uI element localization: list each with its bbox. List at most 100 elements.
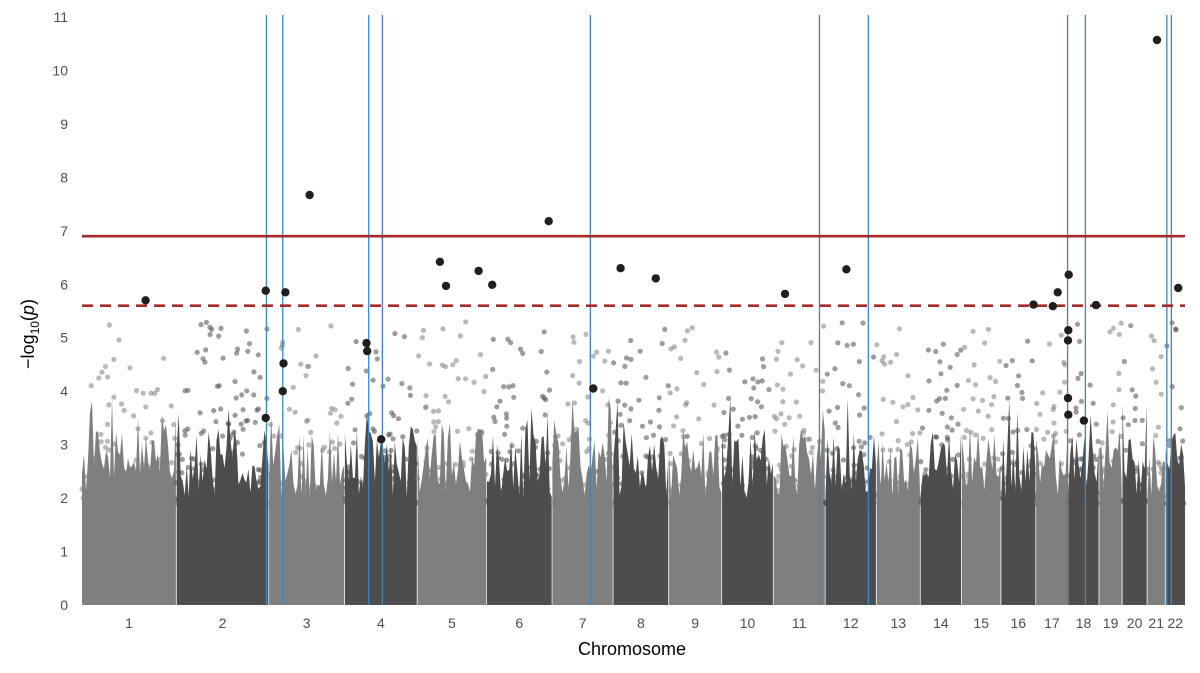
- snp-point: [839, 500, 845, 506]
- snp-point: [1172, 472, 1178, 478]
- snp-point: [162, 489, 168, 495]
- snp-point: [824, 447, 830, 453]
- chromosome-5-band: [417, 422, 487, 605]
- chromosome-22-points: [1163, 320, 1187, 605]
- snp-point: [400, 434, 406, 440]
- snp-point: [749, 481, 755, 487]
- snp-point: [385, 376, 391, 382]
- snp-point: [483, 373, 489, 380]
- snp-point: [813, 367, 819, 373]
- snp-point: [749, 454, 755, 460]
- snp-point: [251, 369, 257, 375]
- snp-point: [255, 466, 261, 473]
- snp-point: [947, 482, 953, 488]
- snp-point: [220, 433, 226, 439]
- snp-point: [577, 483, 583, 489]
- snp-point: [324, 500, 330, 506]
- snp-point: [989, 427, 995, 433]
- snp-point: [920, 483, 927, 489]
- snp-point: [908, 491, 914, 497]
- snp-point: [162, 436, 168, 442]
- snp-point: [1123, 447, 1129, 453]
- snp-point: [1033, 426, 1040, 432]
- snp-point: [976, 485, 982, 491]
- snp-point: [1098, 454, 1104, 460]
- snp-point: [1071, 486, 1077, 492]
- snp-point: [411, 481, 417, 488]
- snp-point: [430, 408, 437, 414]
- snp-point: [1132, 405, 1138, 412]
- snp-point: [424, 445, 430, 451]
- snp-point: [758, 447, 764, 453]
- snp-point: [1090, 400, 1096, 406]
- snp-point: [90, 460, 96, 466]
- snp-point: [570, 334, 576, 340]
- snp-point: [387, 453, 393, 459]
- peak-point: [1063, 393, 1073, 403]
- snp-point: [648, 490, 654, 497]
- snp-point: [261, 440, 267, 446]
- snp-point: [1050, 433, 1057, 439]
- snp-point: [607, 420, 614, 426]
- snp-point: [492, 500, 498, 506]
- snp-point: [628, 406, 634, 412]
- snp-point: [540, 393, 546, 399]
- snp-point: [929, 473, 935, 479]
- snp-point: [467, 491, 474, 497]
- snp-point: [617, 411, 623, 417]
- x-tick-label: 19: [1103, 615, 1119, 631]
- peak-point: [488, 280, 497, 289]
- snp-point: [541, 477, 547, 483]
- snp-point: [1040, 390, 1046, 396]
- snp-point: [1024, 427, 1030, 433]
- snp-point: [168, 460, 175, 466]
- snp-point: [232, 412, 238, 418]
- snp-point: [494, 404, 500, 410]
- snp-point: [1178, 405, 1184, 411]
- chromosome-19-band: [1099, 410, 1122, 605]
- y-tick-label: 3: [60, 437, 68, 453]
- snp-point: [910, 394, 916, 401]
- snp-point: [143, 435, 149, 441]
- snp-point: [775, 488, 781, 494]
- snp-point: [766, 500, 772, 506]
- snp-point: [240, 407, 246, 413]
- snp-point: [329, 439, 335, 445]
- snp-point: [546, 387, 553, 393]
- snp-point: [479, 430, 485, 436]
- snp-point: [504, 457, 510, 463]
- snp-point: [1085, 497, 1091, 503]
- snp-point: [970, 328, 976, 334]
- snp-point: [726, 431, 732, 437]
- snp-point: [286, 406, 292, 412]
- snp-point: [763, 456, 769, 462]
- snp-point: [760, 364, 767, 370]
- snp-point: [668, 461, 674, 467]
- snp-point: [729, 478, 735, 484]
- chromosome-22-band: [1165, 432, 1185, 605]
- snp-point: [594, 349, 600, 355]
- chromosome-13-band: [876, 437, 920, 605]
- snp-point: [374, 356, 380, 362]
- x-tick-label: 20: [1127, 615, 1143, 631]
- snp-point: [1102, 489, 1108, 495]
- snp-point: [746, 414, 753, 420]
- snp-point: [1075, 500, 1081, 506]
- snp-point: [510, 383, 516, 389]
- snp-point: [808, 340, 814, 346]
- snp-point: [1172, 454, 1178, 461]
- snp-point: [1093, 421, 1099, 427]
- snp-point: [463, 376, 469, 382]
- snp-point: [1110, 419, 1116, 425]
- snp-point: [1077, 456, 1083, 462]
- chromosome-7-points: [550, 331, 616, 605]
- snp-point: [112, 500, 118, 506]
- snp-point: [438, 485, 444, 491]
- snp-point: [104, 438, 111, 444]
- snp-point: [879, 431, 885, 437]
- highlight-lines: [265, 15, 1173, 605]
- snp-point: [799, 474, 805, 480]
- snp-point: [821, 474, 827, 480]
- snp-point: [890, 399, 896, 405]
- snp-point: [440, 326, 446, 332]
